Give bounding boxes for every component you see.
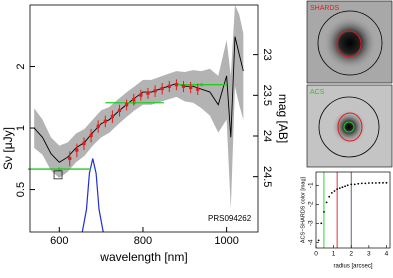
cog-point [323, 211, 325, 213]
shards-point [196, 87, 200, 91]
cog-point [357, 182, 360, 185]
x-tick-label: 0 [314, 251, 318, 258]
cog-point [360, 182, 363, 185]
cog-point [367, 182, 370, 184]
cog-point [344, 185, 346, 188]
x-tick-label: 4 [385, 251, 389, 258]
panel-label: SHARDS [310, 5, 340, 12]
y2-tick-label: 23 [261, 49, 273, 61]
shards-point [153, 89, 157, 93]
y-tick-label: -2 [308, 201, 315, 207]
cog-point [375, 182, 377, 184]
shards-point [82, 141, 86, 146]
cog-point [330, 192, 333, 194]
shards-point [181, 84, 186, 88]
filter-curve [81, 158, 104, 233]
cog-point [346, 184, 349, 187]
y-axis-title: ACS−SHARDS color [mag] [300, 176, 306, 243]
square-marker [53, 170, 63, 180]
cog-point [341, 186, 344, 189]
cog-point [364, 182, 367, 185]
shards-point [160, 86, 164, 91]
cog-point [350, 183, 353, 186]
y2-tick-label: 24.5 [261, 166, 273, 187]
x-tick-label: 3 [367, 251, 371, 258]
x-axis-title: radius [arcsec] [333, 264, 372, 270]
y2-tick-label: 23.5 [261, 85, 273, 106]
y-tick-label: -4 [308, 239, 315, 245]
cog-point [382, 181, 384, 184]
y2-axis-title: mag [AB] [276, 94, 290, 143]
y-tick-label: 1 [15, 125, 27, 131]
y2-tick-label: 24 [261, 130, 273, 142]
y-tick-label: -1 [308, 182, 315, 188]
cog-point [317, 239, 320, 242]
x-axis-title: wavelength [nm] [99, 250, 187, 264]
cog-point [338, 187, 341, 190]
error-band [34, 5, 244, 210]
x-tick-label: 1 [332, 251, 336, 258]
cog-point [320, 222, 323, 225]
panel-label: ACS [310, 89, 325, 96]
shards-point [139, 93, 143, 97]
shards-image: SHARDS [306, 0, 393, 84]
x-tick-label: 2 [349, 251, 353, 258]
broadband-point [199, 83, 204, 87]
shards-point [110, 114, 115, 119]
shards-point [189, 85, 193, 90]
cog-point [333, 190, 336, 192]
y-tick-label: -3 [308, 220, 315, 226]
shards-point [146, 91, 150, 95]
cog-point [371, 182, 374, 184]
plot-frame [29, 4, 259, 233]
x-tick-label: 1000 [214, 235, 238, 247]
shards-point [103, 119, 107, 123]
y-tick-label: 0.5 [15, 182, 27, 197]
broadband-point [57, 167, 61, 171]
acs-image: ACS [306, 84, 393, 168]
y-axis-title: Sν [μJy] [1, 127, 15, 170]
shards-point [117, 108, 122, 112]
shards-point [75, 148, 79, 152]
shards-point [132, 97, 136, 102]
cog-point [325, 201, 328, 204]
plot-frame [315, 171, 391, 249]
cog-point [385, 181, 388, 184]
shards-point [68, 156, 72, 161]
cog-point [378, 181, 381, 184]
annotation: PRS094262 [208, 214, 252, 223]
shards-point [125, 103, 129, 107]
shards-point [96, 124, 100, 128]
cog-point [336, 188, 339, 191]
y-tick-label: 2 [15, 63, 27, 69]
shards-point [167, 84, 171, 88]
x-tick-label: 600 [50, 235, 68, 247]
shards-point [89, 133, 93, 138]
cog-point [328, 195, 331, 198]
cog-point [353, 183, 356, 186]
shards-point [174, 83, 179, 87]
x-tick-label: 800 [134, 235, 152, 247]
